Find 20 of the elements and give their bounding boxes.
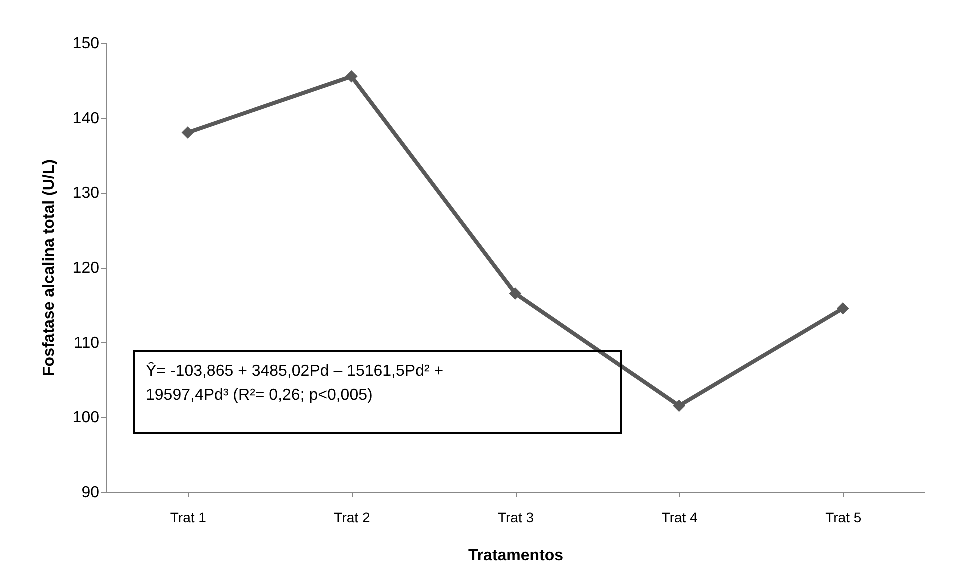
point xyxy=(182,126,194,139)
y-tick-label: 150 xyxy=(72,36,100,52)
y-tick-label: 90 xyxy=(82,484,100,502)
annotation: Ŷ= -103,865 + 3485,02Pd – 15161,5Pd² + 19597,4Pd³ (R²= 0,26; p<0,005) xyxy=(146,362,444,404)
point xyxy=(346,70,358,83)
y-tick-label: 130 xyxy=(72,185,100,202)
x-tick-label: Trat 5 xyxy=(826,510,862,526)
y-axis-title: Fosfatase alcalina total (U/L) xyxy=(40,160,58,376)
x-axis-title: Tratamentos xyxy=(468,548,564,564)
point xyxy=(836,302,850,315)
x-tick-label: Trat 2 xyxy=(334,510,370,526)
point xyxy=(509,288,522,300)
y-tick-label: 110 xyxy=(74,334,100,352)
y-tick-label: 120 xyxy=(72,260,100,277)
x-tick-label: Trat 3 xyxy=(498,510,534,526)
x-tick-label: Trat 1 xyxy=(170,510,207,526)
y-tick-label: 100 xyxy=(72,410,100,427)
y-tick-label: 140 xyxy=(72,110,100,128)
point xyxy=(673,400,686,412)
x-tick-label: Trat 4 xyxy=(662,510,698,526)
